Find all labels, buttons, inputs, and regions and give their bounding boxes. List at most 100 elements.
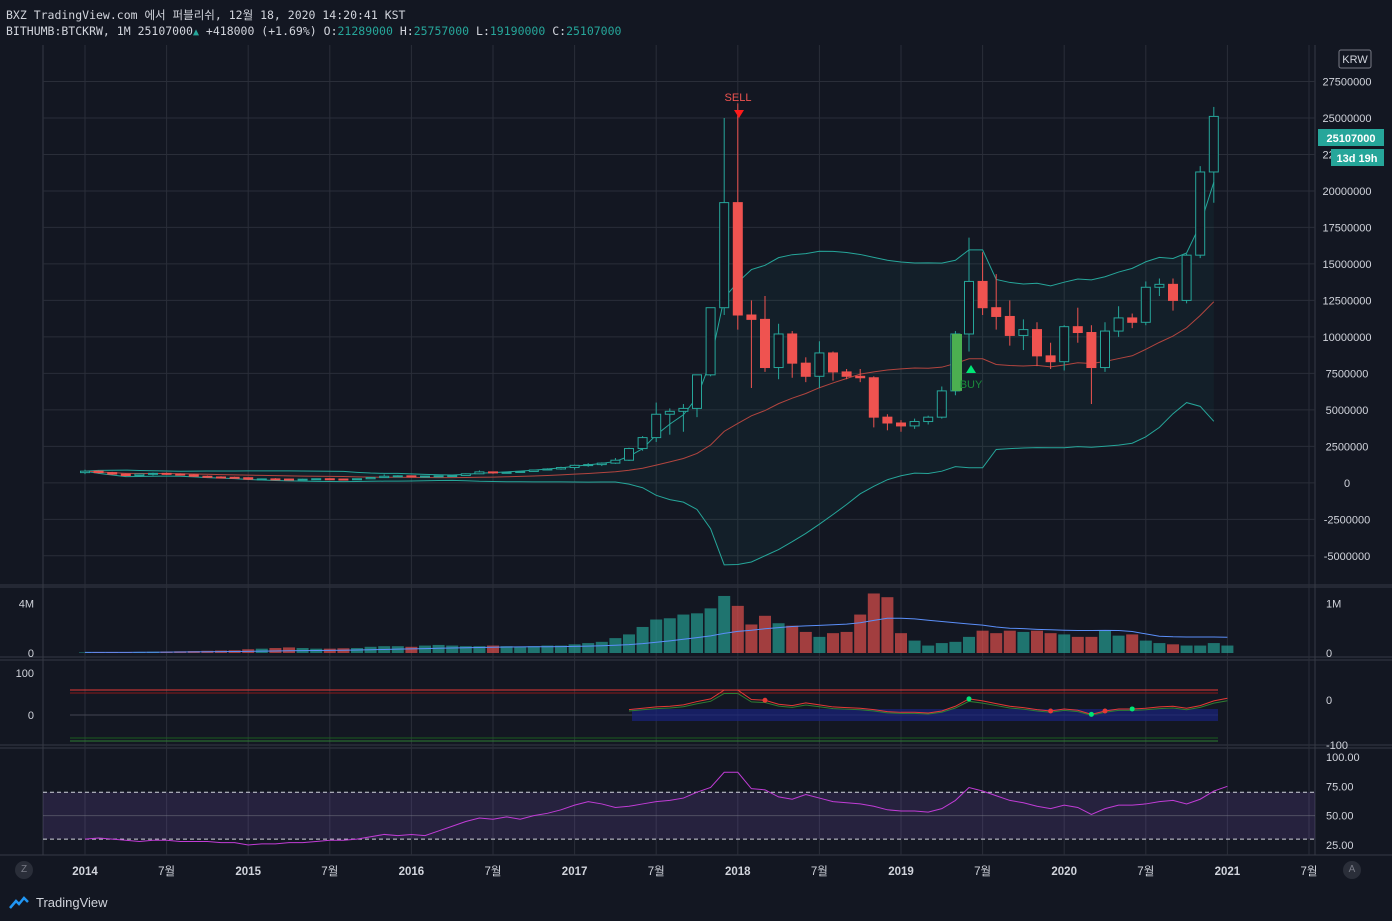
high-value: 25757000 [413,24,470,38]
cross-dot [966,696,972,702]
candle-body [379,475,390,479]
volume-bar [786,625,799,653]
candle-body [501,471,512,474]
low-label: L: [476,24,490,38]
volume-bar [419,645,431,653]
volume-bar [1085,636,1098,653]
histogram-band [632,709,1218,721]
candle-body [1127,317,1138,323]
candle-body [1154,283,1165,288]
x-tick-label: 7월 [1301,865,1318,878]
y-tick-label: 17500000 [1323,222,1372,234]
candle-body [664,410,675,415]
signal-markers: SELL BUY [725,92,983,391]
y-tick-label: -2500000 [1324,514,1371,526]
rsi-tick-label: 50.00 [1326,811,1354,823]
volume-bar [854,614,867,653]
lower-band-line [84,402,1215,566]
volume-bar [1194,645,1207,653]
volume-bar [1031,630,1043,653]
candle-body [705,307,716,376]
candle-body [365,477,376,480]
y-tick-label: 25000000 [1323,113,1372,125]
oscillator-lines [70,689,1228,742]
volume-bar [473,646,486,653]
y-tick-label: 10000000 [1323,332,1372,344]
volume-bar [881,597,894,653]
candle-body [610,459,621,464]
x-tick-label: 7월 [811,865,828,878]
volume-bar [963,636,975,653]
candle-body [569,464,580,469]
candle-body [460,473,471,477]
buy-candle-highlight [952,333,962,391]
osc-left-tick: 0 [28,710,34,722]
y-tick-label: 2500000 [1326,441,1369,453]
ohlc-legend: BITHUMB:BTCKRW, 1M 25107000▲ +418000 (+1… [6,24,621,38]
x-tick-label: 7월 [648,865,665,878]
candle-body [1072,326,1083,334]
volume-bars [79,593,1234,653]
candle-body [787,333,798,364]
z-button[interactable]: Z [15,861,33,879]
volume-bar [799,631,812,653]
y-tick-label: 27500000 [1323,76,1372,88]
candle-body [338,478,349,481]
footer [0,883,1392,921]
candle-body [637,437,648,450]
x-tick-label: 7월 [1137,865,1154,878]
volume-bar [1207,643,1220,653]
candle-body [406,475,417,478]
candle-body [1100,330,1110,369]
cross-dot [1088,711,1094,717]
band-fill [85,182,1214,565]
x-tick-label: 7월 [321,865,338,878]
candle-body [1140,286,1151,323]
candle-body [1045,355,1056,363]
volume-bar [1139,640,1152,653]
volume-bar [1017,631,1030,653]
candle-body [256,478,267,481]
volume-bar [895,633,907,653]
y-tick-label: 12500000 [1323,295,1372,307]
volume-bar [1167,644,1179,653]
volume-bar [527,646,540,653]
oscillator-line [628,689,1228,715]
volume-bar [636,626,649,653]
candles [80,103,1219,481]
volume-bar [759,615,771,653]
candle-body [270,478,281,481]
cross-dot [1129,706,1135,712]
candle-body [134,473,145,477]
bar-countdown: 13d 19h [1337,153,1378,165]
tradingview-logo[interactable]: TradingView [8,895,108,910]
price-change: +418000 (+1.69%) [205,24,317,38]
chart-canvas[interactable]: 2014 7월 2015 7월 2016 7월 2017 7월 2018 7월 2019 7월 2020… [0,0,1392,883]
candle-body [515,470,526,473]
symbol-label[interactable]: BITHUMB:BTCKRW, 1M [6,24,131,38]
volume-left-tick: 0 [28,648,34,660]
candle-body [556,467,566,470]
last-price: 25107000 [137,24,193,38]
open-label: O: [323,24,338,38]
candle-body [855,375,866,379]
candle-body [868,377,879,418]
candle-body [175,473,186,476]
candle-body [651,413,662,439]
up-triangle-icon: ▲ [192,27,199,38]
currency-label: KRW [1342,54,1368,66]
volume-bar [663,618,676,653]
rsi-tick-label: 25.00 [1326,840,1354,852]
candle-body [229,476,240,479]
volume-bar [1003,630,1016,653]
candle-body [542,468,553,471]
rsi-tick-label: 75.00 [1326,781,1354,793]
price-tags: KRW 25107000 13d 19h [1318,49,1384,166]
close-value: 25107000 [566,24,622,38]
volume-bar [949,641,962,653]
volume-bar [840,631,853,653]
rsi-line [43,771,1315,846]
auto-scale-button[interactable]: A [1343,861,1361,879]
candle-body [977,280,988,309]
close-label: C: [552,24,567,38]
